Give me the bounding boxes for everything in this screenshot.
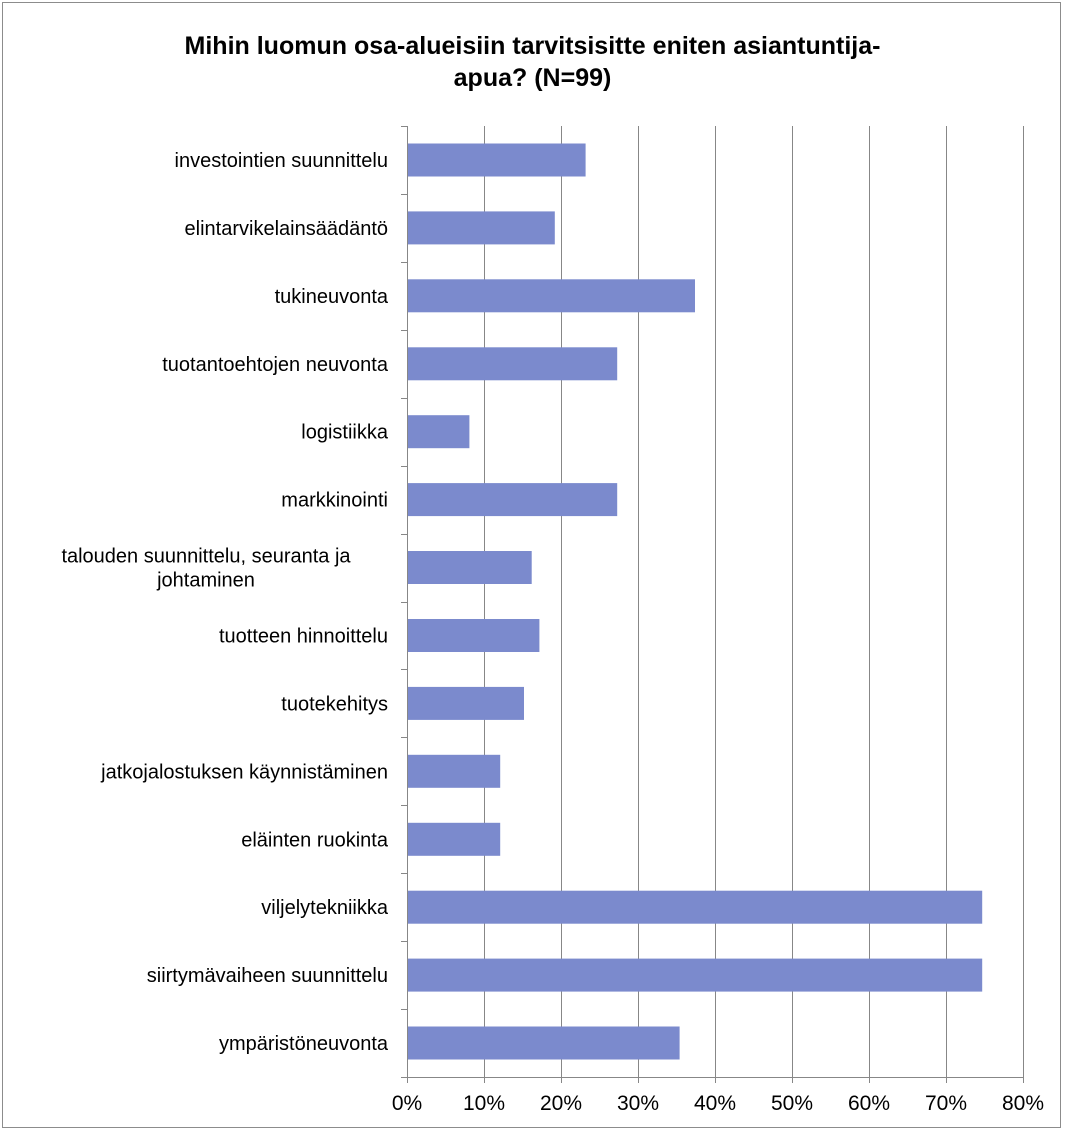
- category-label-5: logistiikka: [301, 422, 389, 444]
- bar-8: [408, 619, 540, 652]
- category-labels: investointien suunnittelu elintarvikelain…: [61, 150, 388, 1055]
- category-label-1: investointien suunnittelu: [175, 150, 388, 172]
- bar-2: [408, 211, 555, 245]
- category-label-6: markkinointi: [281, 490, 388, 512]
- category-label-7-line-2: johtaminen: [156, 570, 255, 592]
- axes: [401, 126, 1024, 1083]
- category-label-4: tuotantoehtojen neuvonta: [162, 354, 389, 376]
- x-tick-label-60: 60%: [848, 1092, 890, 1115]
- bar-9: [408, 686, 524, 720]
- x-tick-label-10: 10%: [463, 1092, 505, 1115]
- x-tick-label-40: 40%: [694, 1092, 736, 1115]
- category-label-7: talouden suunnittelu, seuranta ja johtami…: [61, 546, 351, 592]
- category-label-11: eläinten ruokinta: [241, 829, 389, 851]
- category-label-13: siirtymävaiheen suunnittelu: [147, 965, 388, 987]
- bar-10: [408, 754, 501, 788]
- bar-7: [408, 551, 532, 584]
- bar-13: [408, 958, 983, 992]
- bar-1: [408, 143, 586, 177]
- bar-11: [408, 822, 501, 856]
- bar-5: [408, 415, 470, 449]
- bar-6: [408, 483, 618, 517]
- chart-title: Mihin luomun osa-alueisiin tarvitsisitte…: [0, 30, 1065, 94]
- x-tick-label-50: 50%: [771, 1092, 813, 1115]
- category-label-14: ympäristöneuvonta: [219, 1033, 389, 1055]
- bar-12: [408, 890, 983, 924]
- category-label-2: elintarvikelainsäädäntö: [185, 218, 388, 240]
- chart-title-line-2: apua? (N=99): [453, 64, 612, 92]
- bar-14: [408, 1026, 680, 1060]
- x-tick-label-70: 70%: [925, 1092, 967, 1115]
- x-tick-label-30: 30%: [617, 1092, 659, 1115]
- bars: [408, 143, 983, 1060]
- category-label-3: tukineuvonta: [275, 286, 389, 308]
- x-tick-label-20: 20%: [540, 1092, 582, 1115]
- category-label-9: tuotekehitys: [281, 693, 388, 715]
- category-label-12: viljelytekniikka: [261, 897, 389, 919]
- x-tick-label-80: 80%: [1002, 1092, 1044, 1115]
- bar-3: [408, 279, 695, 313]
- category-label-10: jatkojalostuksen käynnistäminen: [100, 761, 388, 783]
- x-tick-label-0: 0%: [392, 1092, 422, 1115]
- category-label-8: tuotteen hinnoittelu: [219, 626, 388, 648]
- bar-4: [408, 347, 618, 381]
- category-label-7-line-1: talouden suunnittelu, seuranta ja: [61, 546, 351, 568]
- x-tick-labels: 0% 10% 20% 30% 40% 50% 60% 70% 80%: [392, 1092, 1044, 1115]
- chart-title-line-1: Mihin luomun osa-alueisiin tarvitsisitte…: [184, 32, 881, 60]
- gridlines: [484, 126, 1024, 1077]
